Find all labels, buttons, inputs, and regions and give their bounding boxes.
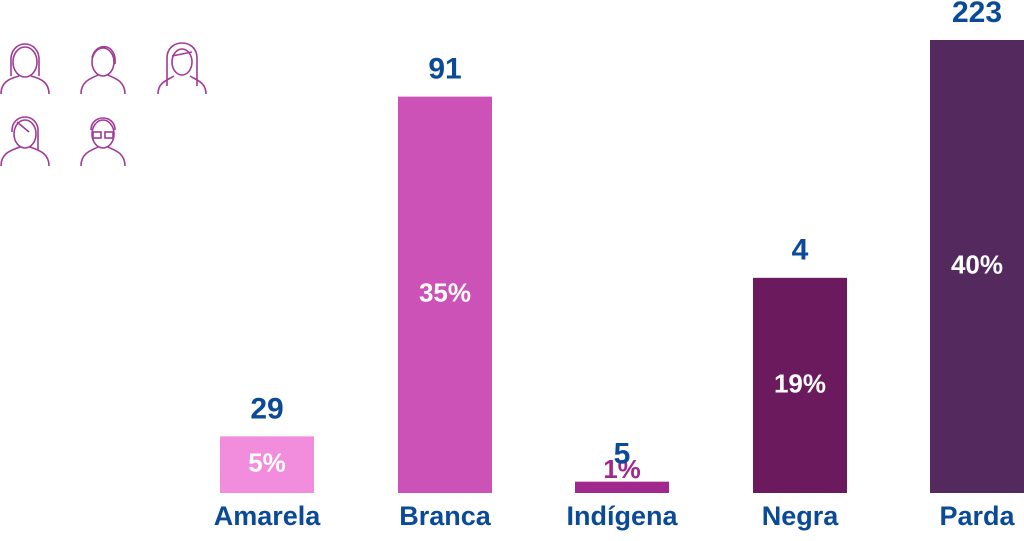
bar bbox=[930, 40, 1024, 493]
count-label: 223 bbox=[952, 0, 1002, 29]
people-icons bbox=[0, 42, 207, 167]
value-label: 5% bbox=[248, 448, 286, 478]
category-label: Amarela bbox=[214, 501, 322, 531]
value-label: 35% bbox=[419, 278, 471, 308]
bar bbox=[220, 436, 314, 493]
count-label: 29 bbox=[250, 392, 283, 425]
bar bbox=[575, 481, 669, 493]
count-label: 4 bbox=[792, 234, 809, 267]
bar bbox=[398, 96, 492, 493]
category-label: Negra bbox=[762, 501, 840, 531]
value-label: 19% bbox=[774, 368, 826, 398]
count-label: 5 bbox=[614, 438, 631, 471]
value-label: 1% bbox=[603, 454, 641, 484]
category-label: Indígena bbox=[566, 501, 678, 531]
bar bbox=[753, 277, 847, 493]
value-label: 40% bbox=[951, 249, 1003, 279]
count-label: 91 bbox=[428, 53, 461, 86]
category-label: Parda bbox=[939, 501, 1015, 531]
category-label: Branca bbox=[399, 501, 492, 531]
